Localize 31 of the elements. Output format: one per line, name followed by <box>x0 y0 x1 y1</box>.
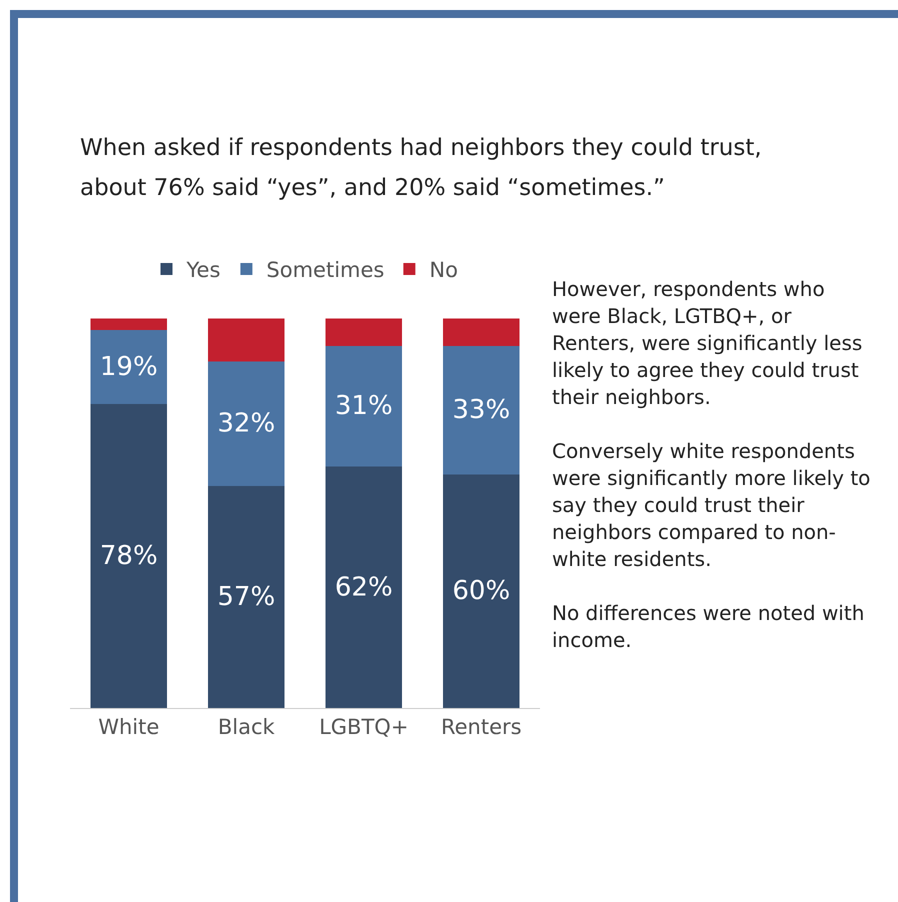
bar <box>443 474 520 708</box>
x-tick-label: Renters <box>440 715 522 740</box>
bar <box>443 346 520 474</box>
text: However, respondents who were Black, LGTBQ+, or Renters, were significantly less likely to agree they could trust their neighbors. <box>552 276 864 411</box>
bar <box>208 318 284 362</box>
bar <box>326 318 402 346</box>
bar <box>326 346 402 467</box>
text: Conversely white respondents were significantly more likely to say they could trust their neighbors compared to non-white residents. <box>552 438 872 573</box>
legend-label: Yes <box>186 258 220 282</box>
bar <box>90 318 167 330</box>
bar <box>208 361 284 486</box>
bar <box>443 318 520 346</box>
data-label: 60% <box>452 576 510 606</box>
data-label: 62% <box>334 572 393 602</box>
x-tick-label: Black <box>218 715 276 740</box>
legend-label: Sometimes <box>266 258 384 282</box>
data-label: 32% <box>217 408 276 439</box>
data-label: 19% <box>100 352 158 382</box>
legend-label: No <box>429 258 458 282</box>
bar <box>326 466 402 708</box>
text: No differences were noted with income. <box>552 600 866 654</box>
data-label: 31% <box>334 391 393 422</box>
bar <box>208 486 284 708</box>
bar <box>90 330 167 404</box>
data-label: 78% <box>100 541 158 572</box>
data-label: 33% <box>452 395 510 426</box>
data-label: 57% <box>217 582 276 612</box>
x-tick-label: White <box>98 715 160 740</box>
bar <box>90 404 167 708</box>
x-tick-label: LGBTQ+ <box>319 715 408 740</box>
chart-title: When asked if respondents had neighbors they could trust, about 76% said “yes”, and 20% said “sometimes.” <box>80 134 763 203</box>
